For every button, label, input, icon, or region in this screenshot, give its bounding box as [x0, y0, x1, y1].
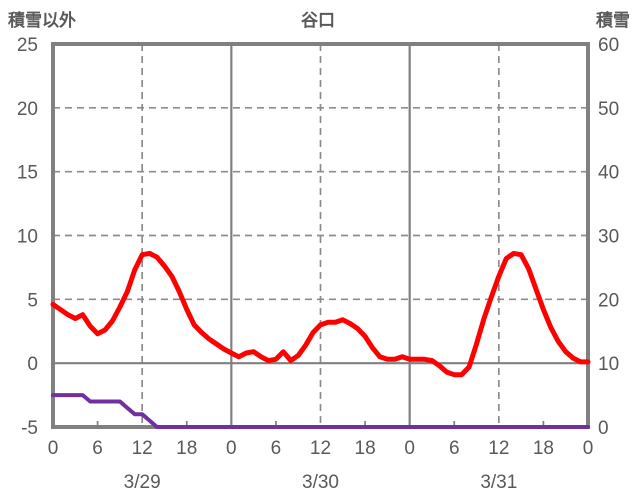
x-tick-label-18h: 18	[176, 438, 197, 459]
x-tick-label-48h: 0	[404, 438, 415, 459]
right-axis-title: 積雪	[596, 11, 630, 30]
left-tick-label-5: 5	[27, 290, 38, 311]
left-tick-label-0: 0	[27, 354, 38, 375]
x-tick-label-12h: 12	[132, 438, 153, 459]
x-tick-label-24h: 0	[226, 438, 237, 459]
x-tick-label-42h: 18	[355, 438, 376, 459]
temperature-line	[50, 250, 591, 378]
left-axis-title: 積雪以外	[8, 11, 76, 30]
left-tick-label-15: 15	[17, 163, 38, 184]
x-tick-label-54h: 6	[449, 438, 460, 459]
chart-title: 谷口	[301, 11, 335, 30]
x-tick-label-72h: 0	[583, 438, 594, 459]
x-tick-label-30h: 6	[271, 438, 282, 459]
right-tick-label-60: 60	[598, 35, 619, 56]
x-tick-label-60h: 12	[488, 438, 509, 459]
date-label-3-29: 3/29	[124, 472, 161, 493]
right-tick-label-10: 10	[598, 354, 619, 375]
right-tick-label-30: 30	[598, 227, 619, 248]
x-tick-label-66h: 18	[533, 438, 554, 459]
date-label-3-31: 3/31	[480, 472, 517, 493]
x-tick-label-6h: 6	[92, 438, 103, 459]
x-tick-label-0h: 0	[48, 438, 59, 459]
left-tick-label--5: -5	[21, 418, 38, 439]
snow-depth-line	[51, 393, 590, 429]
left-tick-label-20: 20	[17, 99, 38, 120]
left-tick-label-10: 10	[17, 227, 38, 248]
x-tick-label-36h: 12	[310, 438, 331, 459]
right-tick-label-50: 50	[598, 99, 619, 120]
right-tick-label-0: 0	[598, 418, 609, 439]
right-tick-label-20: 20	[598, 290, 619, 311]
date-label-3-30: 3/30	[302, 472, 339, 493]
right-tick-label-40: 40	[598, 163, 619, 184]
left-tick-label-25: 25	[17, 35, 38, 56]
